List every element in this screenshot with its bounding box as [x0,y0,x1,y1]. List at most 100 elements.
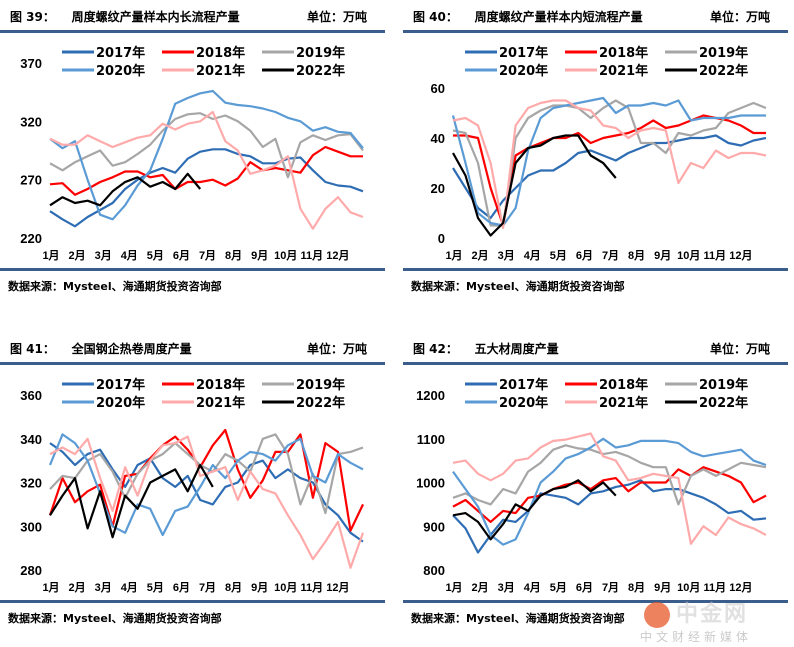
legend-label: 2020年 [499,63,548,79]
x-tick-label: 2月 [69,249,86,262]
y-tick-label: 1200 [416,388,445,403]
legend-label: 2022年 [699,63,748,79]
x-tick-label: 1月 [445,249,462,262]
legend-label: 2017年 [96,377,145,393]
legend-label: 2020年 [96,395,145,411]
legend-label: 2018年 [599,377,648,393]
line-chart: 0 20 40 60 1月 2月 3月 4月 5月 6月 7月 8月 9月 10月 11月 12月 2017年 2… [431,45,767,262]
x-tick-label: 10月 [677,249,700,262]
chart-source: 数据来源：Mysteel、海通期货投资咨询部 [411,612,625,625]
divider [0,268,385,271]
legend-label: 2022年 [296,63,345,79]
legend-label: 2021年 [599,63,648,79]
chart-panel-42: 图 42： 五大材周度产量 单位：万吨 800 900 1000 1100 1200 1月… [403,332,794,644]
x-tick-label: 12月 [729,249,752,262]
x-tick-label: 7月 [602,581,619,594]
x-tick-label: 8月 [628,249,645,262]
chart-panel-41: 图 41： 全国钢企热卷周度产量 单位：万吨 280 300 320 340 360 1月… [0,332,397,644]
y-tick-label: 270 [20,173,42,188]
chart-title: 图 40： 周度螺纹产量样本内短流程产量 [413,10,643,24]
series-line-2018 [49,145,363,196]
x-tick-label: 8月 [225,581,242,594]
x-tick-label: 7月 [199,581,216,594]
legend-label: 2020年 [499,395,548,411]
legend-label: 2022年 [296,395,345,411]
watermark-logo-icon [644,602,670,628]
x-tick-label: 1月 [42,249,59,262]
x-tick-label: 5月 [550,581,567,594]
chart-unit: 单位：万吨 [709,10,770,24]
chart-title: 图 39： 周度螺纹产量样本内长流程产量 [10,10,240,24]
x-tick-label: 5月 [147,581,164,594]
x-tick-label: 6月 [576,581,593,594]
line-chart: 800 900 1000 1100 1200 1月 2月 3月 4月 5月 6月 7月 8月 9月 10月 1… [416,377,767,594]
x-tick-label: 7月 [602,249,619,262]
watermark: 中金网 [676,602,749,627]
legend-label: 2019年 [699,45,748,61]
x-tick-label: 12月 [326,249,349,262]
x-tick-label: 11月 [301,581,324,594]
y-tick-label: 360 [20,388,42,403]
chart-source: 数据来源：Mysteel、海通期货投资咨询部 [411,280,625,293]
x-tick-label: 11月 [301,249,324,262]
divider [0,30,385,33]
legend-label: 2018年 [196,377,245,393]
legend-label: 2021年 [196,395,245,411]
series-line-2021 [452,432,767,545]
x-tick-label: 11月 [704,581,727,594]
series-line-2019 [49,433,364,515]
x-tick-label: 8月 [628,581,645,594]
series-line-2017 [452,134,767,220]
series-line-2020 [49,89,364,221]
chart-unit: 单位：万吨 [709,342,770,356]
chart-source: 数据来源：Mysteel、海通期货投资咨询部 [8,280,222,293]
x-tick-label: 1月 [42,581,59,594]
y-tick-label: 220 [20,231,42,246]
x-tick-label: 2月 [472,581,489,594]
legend-label: 2017年 [499,377,548,393]
y-tick-label: 20 [431,181,445,196]
x-tick-label: 1月 [445,581,462,594]
chart-source: 数据来源：Mysteel、海通期货投资咨询部 [8,612,222,625]
chart-panel-40: 图 40： 周度螺纹产量样本内短流程产量 单位：万吨 0 20 40 60 1月 2月 3月… [403,0,794,312]
series-line-2022 [49,463,214,539]
divider [0,362,385,365]
y-tick-label: 340 [20,432,42,447]
legend-label: 2022年 [699,395,748,411]
x-tick-label: 2月 [69,581,86,594]
y-tick-label: 1100 [417,432,445,447]
x-tick-label: 11月 [704,249,727,262]
legend-label: 2017年 [96,45,145,61]
x-tick-label: 10月 [274,581,297,594]
chart-unit: 单位：万吨 [306,342,367,356]
x-tick-label: 9月 [251,249,268,262]
x-tick-label: 2月 [472,249,489,262]
x-tick-label: 9月 [251,581,268,594]
chart-title: 图 42： 五大材周度产量 [413,342,559,356]
y-tick-label: 320 [20,114,42,129]
x-tick-label: 9月 [654,581,671,594]
divider [403,30,788,33]
y-tick-label: 370 [20,56,42,71]
x-tick-label: 3月 [498,581,515,594]
watermark-subtitle: 中文财经新媒体 [640,630,753,644]
legend-label: 2020年 [96,63,145,79]
x-tick-label: 5月 [147,249,164,262]
series-line-2022 [452,134,617,237]
legend-label: 2019年 [699,377,748,393]
x-tick-label: 9月 [654,249,671,262]
x-tick-label: 4月 [524,581,541,594]
legend-label: 2017年 [499,45,548,61]
x-tick-label: 3月 [95,581,112,594]
divider [403,268,788,271]
x-tick-label: 3月 [498,249,515,262]
y-tick-label: 300 [20,519,42,534]
series-line-2020 [452,437,767,546]
x-tick-label: 4月 [524,249,541,262]
legend-label: 2021年 [599,395,648,411]
series-line-2020 [451,96,766,227]
divider [0,600,385,603]
legend-label: 2018年 [196,45,245,61]
chart-title: 图 41： 全国钢企热卷周度产量 [10,342,192,356]
